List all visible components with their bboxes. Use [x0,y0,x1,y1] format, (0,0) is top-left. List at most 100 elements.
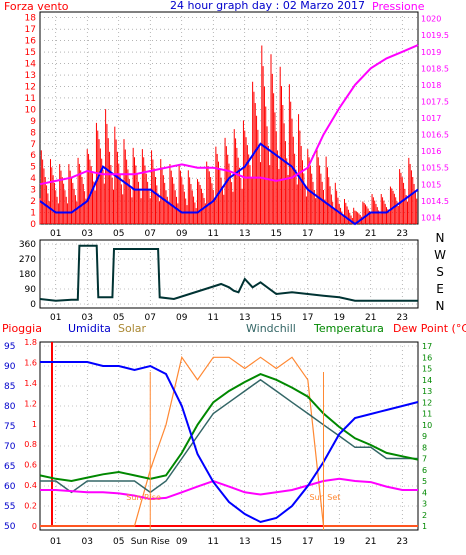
p1-x-tick: 23 [397,229,408,239]
p1-wind-tick: 8 [30,128,36,138]
tick-layer: 01 03 05 07 09 11 13 15 17 19 21 230123456789101112… [4,14,449,547]
p1-x-tick: 05 [113,229,124,239]
sunrise-label: Sun Rise [126,493,161,502]
p1-wind-tick: 17 [25,25,36,35]
p3-rain-tick: 0 [32,522,37,531]
legend-temperature: Temperatura [313,322,384,335]
p3-x-tick: 15 [271,537,282,547]
p3-x-tick: 21 [365,537,376,547]
p1-pressure-tick: 1015.5 [421,164,449,173]
p2-dir-tick: 0 [30,300,36,310]
p3-x-tick: 03 [82,537,93,547]
p3-rain-tick: 0.8 [24,440,37,449]
p2-x-tick: 15 [271,313,282,323]
direction-line [39,244,418,302]
p3-temp-tick: 11 [422,410,432,419]
p3-x-tick: 13 [239,537,250,547]
p3-temp-tick: 4 [422,488,427,497]
p3-x-tick: 23 [397,537,408,547]
p1-x-tick: 11 [208,229,219,239]
p1-pressure-tick: 1019 [421,48,441,57]
p3-temp-tick: 8 [422,443,427,452]
p1-wind-tick: 11 [25,94,36,104]
p1-wind-tick: 9 [30,117,36,127]
p1-wind-tick: 4 [30,174,36,184]
p3-humidity-tick: 90 [4,362,16,372]
p1-pressure-tick: 1017 [421,114,441,123]
p2-dir-tick: 90 [25,285,37,295]
p1-wind-tick: 0 [30,220,36,230]
p1-wind-tick: 12 [25,82,36,92]
p2-x-tick: 07 [145,313,156,323]
p2-x-tick: 19 [334,313,346,323]
p1-pressure-tick: 1017.5 [421,97,449,106]
p2-x-tick: 23 [397,313,408,323]
p3-humidity-tick: 80 [4,402,16,412]
p3-temp-tick: 1 [422,522,427,531]
p2-x-tick: 11 [208,313,219,323]
p3-x-tick: 17 [302,537,313,547]
p3-temp-tick: 17 [422,342,432,351]
p1-pressure-tick: 1019.5 [421,31,449,40]
p3-rain-tick: 1.6 [24,358,37,367]
p3-temp-tick: 3 [422,500,427,509]
p3-temp-tick: 14 [422,376,432,385]
annotation-layer: Sun Rise Sun Set [126,372,340,530]
p1-wind-tick: 7 [30,140,36,150]
p2-compass-label: E [436,282,444,296]
p3-humidity-tick: 65 [4,462,15,472]
wind-avg-line [39,142,419,226]
p1-wind-tick: 16 [25,37,37,47]
p1-wind-tick: 14 [25,60,37,70]
p3-temp-tick: 9 [422,432,427,441]
p2-compass-label: W [434,248,446,262]
p2-x-tick: 13 [239,313,250,323]
p3-temp-tick: 12 [422,398,432,407]
p3-rain-tick: 1.2 [24,399,37,408]
p3-humidity-tick: 60 [4,482,16,492]
p2-compass-label: N [436,299,445,313]
p3-x-tick: 11 [208,537,219,547]
p3-rain-tick: 1.4 [24,379,37,388]
temperature-line [39,373,419,483]
p3-temp-tick: 13 [422,387,432,396]
p3-temp-tick: 15 [422,365,432,374]
p2-x-tick: 21 [365,313,376,323]
p1-wind-tick: 13 [25,71,36,81]
p1-x-tick: 07 [145,229,156,239]
p3-rain-tick: 1 [32,420,37,429]
dewpoint-line [40,477,418,501]
p3-x-tick: 01 [50,537,61,547]
legend-rain: Pioggia [2,322,42,335]
weather-panel [39,341,419,531]
p1-pressure-tick: 1014.5 [421,197,449,206]
p1-pressure-tick: 1016.5 [421,131,449,140]
p1-pressure-tick: 1018.5 [421,64,449,73]
p1-pressure-tick: 1014 [421,213,441,222]
p3-temp-tick: 5 [422,477,427,486]
p3-rain-tick: 0.2 [24,502,37,511]
windchill-line [40,378,418,494]
p1-wind-tick: 3 [30,186,36,196]
legend-solar: Solar [118,322,147,335]
p2-dir-tick: 180 [19,270,36,280]
p1-x-tick: 09 [176,229,188,239]
chart-title: 24 hour graph day : 02 Marzo 2017 [170,0,365,12]
p3-temp-tick: 6 [422,466,427,475]
p3-humidity-tick: 75 [4,422,15,432]
p1-x-tick: 19 [334,229,346,239]
p1-pressure-tick: 1016 [421,147,441,156]
p3-humidity-tick: 55 [4,502,15,512]
p1-wind-tick: 18 [25,14,37,24]
p1-x-tick: 03 [82,229,93,239]
p3-temp-tick: 2 [422,511,427,520]
p3-temp-tick: 16 [422,353,432,362]
legend-windchill: Windchill [246,322,296,335]
humidity-line [40,361,419,524]
p2-x-tick: 05 [113,313,124,323]
p3-humidity-tick: 85 [4,382,15,392]
p3-temp-tick: 7 [422,455,427,464]
p1-x-tick: 13 [239,229,250,239]
wind-axis-title: Forza vento [4,0,69,13]
